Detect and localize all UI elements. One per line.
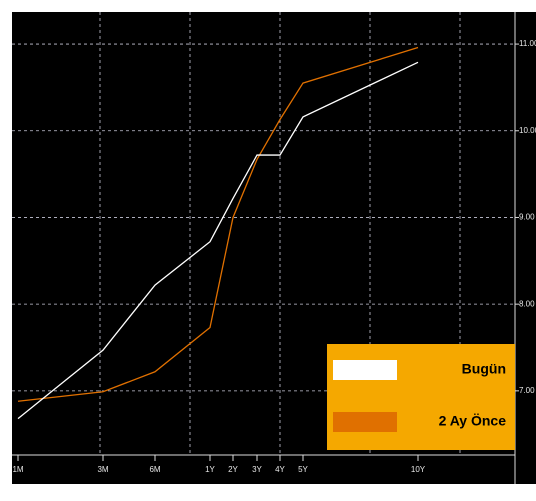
legend-label: 2 Ay Önce — [439, 413, 507, 429]
x-tick-label: 4Y — [275, 465, 285, 474]
x-tick-label: 1M — [12, 465, 23, 474]
y-tick-label: 11.00 — [519, 39, 536, 48]
y-tick-label: 7.00 — [519, 386, 535, 395]
legend-swatch — [333, 360, 397, 380]
y-tick-label: 9.00 — [519, 213, 535, 222]
y-tick-label: 10.00 — [519, 126, 536, 135]
x-tick-label: 10Y — [411, 465, 426, 474]
x-tick-label: 6M — [149, 465, 160, 474]
legend-label: Bugün — [462, 361, 506, 377]
x-tick-label: 3Y — [252, 465, 262, 474]
vertical-grid — [99, 12, 461, 455]
series-line — [17, 46, 419, 402]
legend-swatch — [333, 412, 397, 432]
x-tick-label: 2Y — [228, 465, 238, 474]
series-line — [17, 61, 419, 420]
x-tick-label: 1Y — [205, 465, 215, 474]
y-tick-label: 8.00 — [519, 299, 535, 308]
x-tick-label: 3M — [97, 465, 108, 474]
x-tick-label: 5Y — [298, 465, 308, 474]
